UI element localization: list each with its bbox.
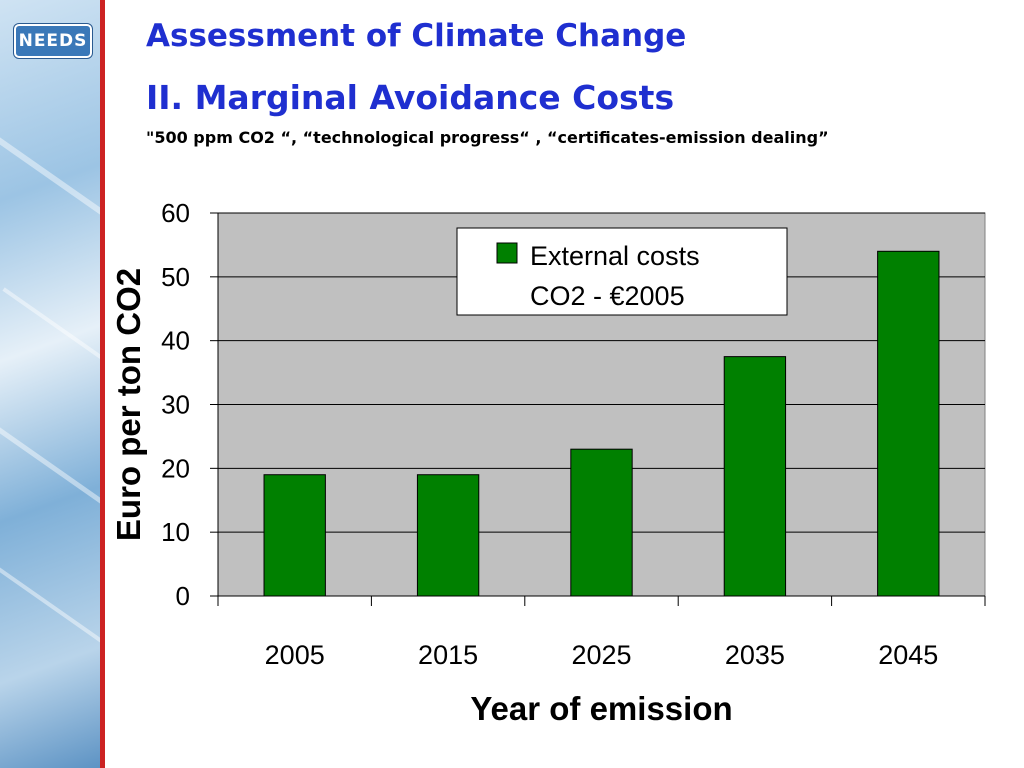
bar-2045 [877, 250, 940, 597]
logo-text: NEEDS [18, 31, 88, 51]
x-tick-label: 2005 [265, 640, 325, 670]
y-tick-label: 10 [161, 517, 190, 547]
y-tick-label: 50 [161, 262, 190, 292]
x-tick-label: 2045 [878, 640, 938, 670]
decorative-sidebar: NEEDS [0, 0, 100, 768]
y-axis-label: Euro per ton CO2 [110, 268, 147, 541]
bar-2025 [570, 448, 633, 597]
slide-title: Assessment of Climate Change [146, 18, 687, 54]
y-tick-label: 60 [161, 198, 190, 228]
x-axis: 2005 2015 2025 2035 2045 [217, 595, 986, 670]
x-tick-label: 2035 [725, 640, 785, 670]
bar-2015 [416, 474, 480, 597]
x-axis-label: Year of emission [470, 690, 732, 727]
y-tick-label: 0 [176, 581, 190, 611]
bars [263, 250, 940, 597]
legend: External costs CO2 - €2005 [456, 227, 788, 316]
x-tick-label: 2025 [571, 640, 631, 670]
y-tick-label: 40 [161, 326, 190, 356]
y-tick-label: 30 [161, 390, 190, 420]
bar-2035 [723, 356, 787, 597]
slide-subtitle: II. Marginal Avoidance Costs [146, 78, 675, 117]
y-axis: 0 10 20 30 40 50 60 [161, 198, 219, 611]
sidebar-red-rule [100, 0, 105, 768]
legend-label: External costs [530, 241, 700, 271]
bar-2005 [263, 474, 326, 597]
needs-logo: NEEDS [14, 24, 92, 58]
legend-swatch [496, 242, 518, 264]
x-tick-label: 2015 [418, 640, 478, 670]
y-tick-label: 20 [161, 453, 190, 483]
scenario-caption: "500 ppm CO2 “, “technological progress“… [146, 128, 829, 147]
legend-label: CO2 - €2005 [530, 281, 685, 311]
